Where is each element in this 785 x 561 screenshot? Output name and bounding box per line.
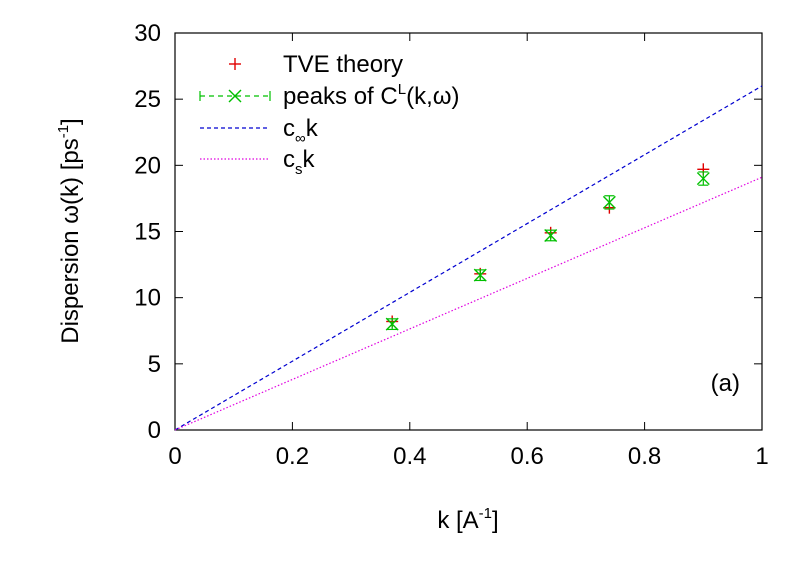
series-line-3	[174, 176, 763, 431]
legend-label-c-inf-base: c	[283, 115, 295, 142]
x-axis-title-sup: -1	[479, 505, 492, 522]
peak-marker	[602, 195, 616, 209]
legend-label-c-s: csk	[283, 146, 316, 178]
y-axis-title: Dispersion ω(k) [ps-1]	[55, 118, 84, 343]
peak-point	[544, 228, 558, 242]
x-tick-label: 0	[168, 443, 181, 470]
y-axis-title-base: Dispersion ω(k) [ps	[57, 138, 84, 343]
peak-point	[696, 171, 710, 186]
legend-label-peaks-sup: L	[398, 81, 406, 98]
peak-point	[473, 268, 487, 282]
plot-frame	[174, 32, 763, 431]
x-axis-title: k [A-1]	[437, 505, 498, 534]
y-axis-title-sup: -1	[55, 125, 72, 138]
legend: TVE theory peaks of CL(k,ω) c∞k csk	[199, 51, 459, 178]
legend-label-c-inf-tail: k	[306, 115, 319, 142]
legend-label-c-inf-sub: ∞	[295, 130, 306, 147]
legend-label-c-s-base: c	[283, 146, 295, 173]
y-tick-label: 10	[134, 285, 161, 312]
y-tick-label: 5	[148, 351, 161, 378]
series-layer	[174, 85, 763, 431]
y-tick-label: 0	[148, 417, 161, 444]
legend-marker-x	[228, 89, 242, 103]
series-line-2	[174, 85, 763, 431]
x-tick-label: 0.4	[393, 443, 426, 470]
peak-point	[602, 195, 616, 210]
x-tick-label: 0.8	[628, 443, 661, 470]
peak-point	[385, 317, 399, 331]
y-tick-label: 15	[134, 219, 161, 246]
peak-marker	[385, 317, 399, 331]
peak-marker	[544, 228, 558, 242]
panel-label: (a)	[711, 370, 740, 397]
legend-label-c-s-tail: k	[303, 146, 316, 173]
x-tick-label: 0.2	[276, 443, 309, 470]
legend-marker-plus	[229, 58, 241, 70]
x-tick-label: 1	[755, 443, 768, 470]
legend-label-c-inf: c∞k	[283, 115, 319, 147]
legend-key-tve-theory	[229, 58, 241, 70]
legend-key-peaks	[199, 89, 271, 103]
legend-label-c-s-sub: s	[295, 161, 303, 178]
legend-label-peaks-base: peaks of C	[283, 83, 398, 110]
x-axis-title-base: k [A	[437, 507, 478, 534]
x-axis-title-tail: ]	[492, 507, 499, 534]
y-tick-label: 25	[134, 86, 161, 113]
legend-label-tve-theory: TVE theory	[283, 51, 403, 78]
y-axis-title-tail: ]	[57, 118, 84, 125]
legend-label-peaks-tail: (k,ω)	[406, 83, 459, 110]
legend-label-peaks: peaks of CL(k,ω)	[283, 81, 459, 110]
peak-marker	[696, 172, 710, 186]
y-tick-label: 30	[134, 20, 161, 47]
y-tick-label: 20	[134, 152, 161, 179]
x-tick-label: 0.6	[511, 443, 544, 470]
peak-marker	[473, 268, 487, 282]
